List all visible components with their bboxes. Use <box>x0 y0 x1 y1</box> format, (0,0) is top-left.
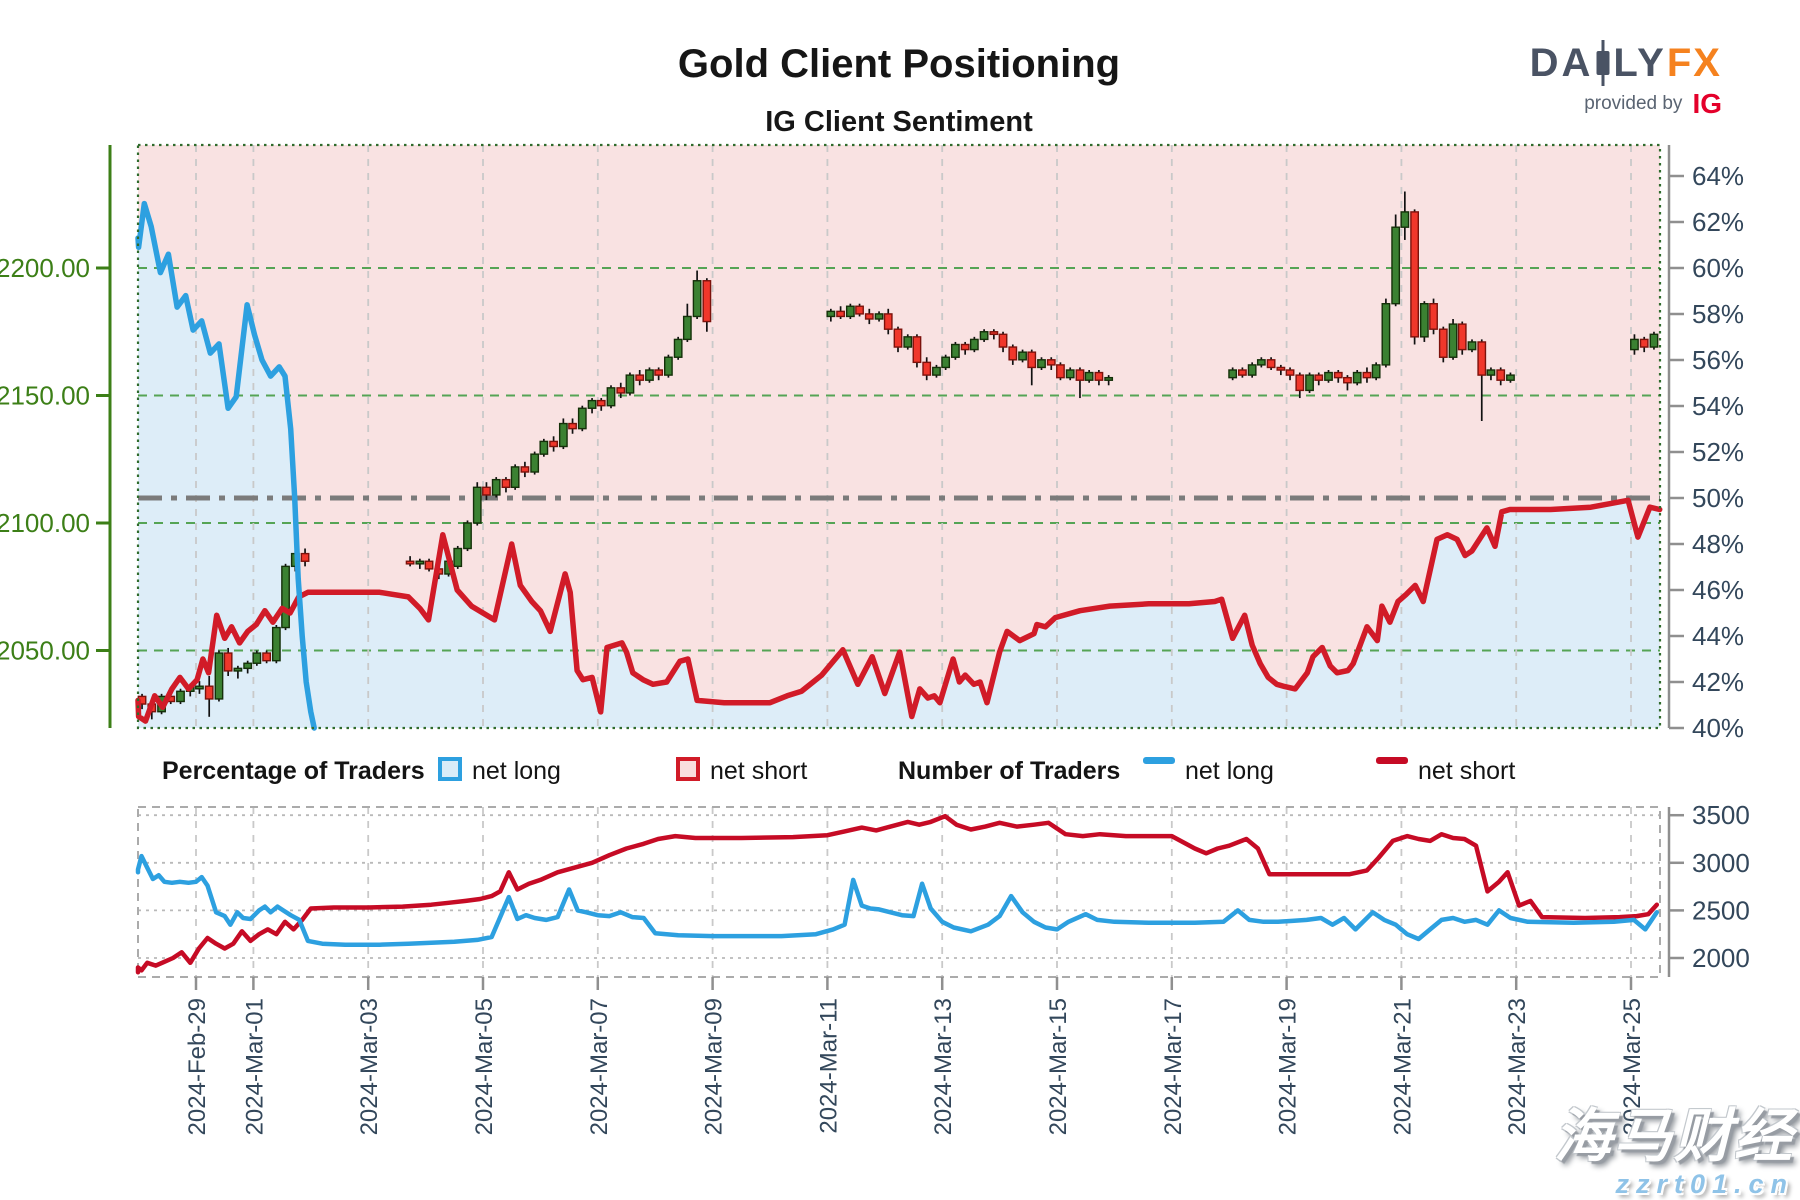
logo-provided-by-row: provided by IG <box>1584 88 1722 120</box>
svg-text:50%: 50% <box>1692 483 1744 513</box>
svg-text:2024-Mar-17: 2024-Mar-17 <box>1160 998 1187 1135</box>
watermark: 海马财经 zzrt01.cn <box>1553 1103 1794 1199</box>
svg-text:48%: 48% <box>1692 529 1744 559</box>
watermark-chinese: 海马财经 <box>1553 1103 1794 1169</box>
traders-net-short-line <box>135 813 1660 975</box>
main-plot-border <box>136 143 1662 730</box>
svg-text:52%: 52% <box>1692 437 1744 467</box>
logo-text-fx: FX <box>1666 40 1722 85</box>
svg-text:3500: 3500 <box>1692 800 1750 830</box>
legend-num-title: Number of Traders <box>898 757 1121 785</box>
logo-text-ly: LY <box>1613 40 1667 85</box>
svg-text:2050.00: 2050.00 <box>0 636 90 666</box>
percent-axis: 64% 62% 60% 58% 56% 54% 52% 50% 48% 46% 44% 42% 40% <box>1667 145 1744 743</box>
traders-long-line-swatch <box>1143 757 1175 764</box>
sentiment-backgrounds <box>138 145 1660 728</box>
net-short-label: net short <box>710 757 808 785</box>
traders-chart <box>135 806 1661 978</box>
svg-text:2500: 2500 <box>1692 895 1750 925</box>
svg-text:2200.00: 2200.00 <box>0 253 90 283</box>
dailyfx-wordmark: DA LY FX <box>1530 40 1722 86</box>
page-title: Gold Client Positioning <box>677 42 1121 86</box>
svg-text:2024-Mar-13: 2024-Mar-13 <box>930 998 957 1135</box>
provided-by-label: provided by <box>1584 93 1683 114</box>
svg-text:54%: 54% <box>1692 391 1744 421</box>
svg-text:56%: 56% <box>1692 345 1744 375</box>
svg-text:2024-Mar-01: 2024-Mar-01 <box>241 998 268 1135</box>
svg-text:64%: 64% <box>1692 161 1744 191</box>
traders-axis: 3500 3000 2500 2000 <box>1667 800 1750 977</box>
svg-text:2024-Mar-21: 2024-Mar-21 <box>1389 998 1416 1135</box>
traders-short-label: net short <box>1418 757 1516 785</box>
svg-text:2150.00: 2150.00 <box>0 381 90 411</box>
svg-text:44%: 44% <box>1692 621 1744 651</box>
svg-text:2000: 2000 <box>1692 943 1750 973</box>
svg-text:46%: 46% <box>1692 575 1744 605</box>
legend-pct-title: Percentage of Traders <box>162 757 425 785</box>
svg-text:2024-Mar-05: 2024-Mar-05 <box>471 998 498 1135</box>
candlestick-icon <box>1596 40 1610 86</box>
traders-long-label: net long <box>1185 757 1274 785</box>
svg-text:2024-Mar-15: 2024-Mar-15 <box>1045 998 1072 1135</box>
logo-text-da: DA <box>1529 40 1594 85</box>
svg-text:2024-Mar-19: 2024-Mar-19 <box>1275 998 1302 1135</box>
svg-text:2100.00: 2100.00 <box>0 508 90 538</box>
candlesticks <box>137 191 1659 720</box>
watermark-url: zzrt01.cn <box>1615 1168 1794 1199</box>
dailyfx-logo: DA LY FX provided by IG <box>1530 40 1722 120</box>
traders-short-line-swatch <box>1376 757 1408 764</box>
ig-logo: IG <box>1692 88 1722 119</box>
svg-text:40%: 40% <box>1692 713 1744 743</box>
svg-text:2024-Mar-03: 2024-Mar-03 <box>356 998 383 1135</box>
svg-text:62%: 62% <box>1692 207 1744 237</box>
svg-text:58%: 58% <box>1692 299 1744 329</box>
net-long-label: net long <box>472 757 561 785</box>
net-long-area-swatch <box>438 757 462 781</box>
legend: Percentage of Traders net long net short… <box>0 753 1800 797</box>
svg-text:2024-Mar-25: 2024-Mar-25 <box>1619 998 1646 1135</box>
price-axis: 2050.00 2100.00 2150.00 2200.00 <box>0 145 112 728</box>
date-axis: 2024-Feb-29 2024-Mar-01 2024-Mar-03 2024-Ma… <box>184 977 1646 1135</box>
svg-text:42%: 42% <box>1692 667 1744 697</box>
svg-text:2024-Mar-09: 2024-Mar-09 <box>701 998 728 1135</box>
svg-text:60%: 60% <box>1692 253 1744 283</box>
traders-net-long-line <box>135 853 1660 947</box>
svg-text:2024-Feb-29: 2024-Feb-29 <box>184 998 211 1135</box>
net-short-area-swatch <box>676 757 700 781</box>
svg-text:2024-Mar-23: 2024-Mar-23 <box>1504 998 1531 1135</box>
net-long-pct-line <box>135 200 317 731</box>
svg-text:2024-Mar-07: 2024-Mar-07 <box>586 998 613 1135</box>
chart-subtitle: IG Client Sentiment <box>765 106 1033 138</box>
svg-text:2024-Mar-11: 2024-Mar-11 <box>815 998 842 1134</box>
svg-text:3000: 3000 <box>1692 848 1750 878</box>
